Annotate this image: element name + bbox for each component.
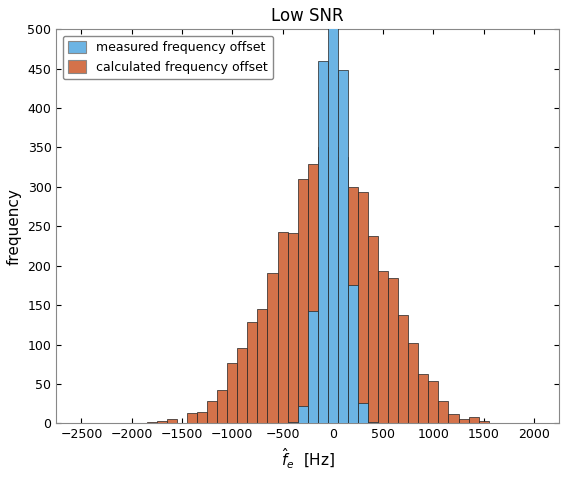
Bar xyxy=(288,422,298,424)
Bar xyxy=(207,401,217,424)
Bar xyxy=(228,363,237,424)
Bar xyxy=(338,70,348,424)
Bar xyxy=(167,419,177,424)
Bar xyxy=(298,406,308,424)
Bar xyxy=(258,309,268,424)
Bar xyxy=(328,0,338,424)
Bar xyxy=(448,414,458,424)
Bar xyxy=(308,311,318,424)
Bar xyxy=(368,236,378,424)
Bar xyxy=(217,390,228,424)
Bar xyxy=(318,61,328,424)
Bar xyxy=(358,403,368,424)
Bar xyxy=(469,417,479,424)
Bar xyxy=(368,422,378,424)
Bar xyxy=(137,423,147,424)
Legend: measured frequency offset, calculated frequency offset: measured frequency offset, calculated fr… xyxy=(63,35,273,79)
Bar xyxy=(277,232,288,424)
Y-axis label: frequency: frequency xyxy=(7,188,22,265)
X-axis label: $\hat{f}_e$  [Hz]: $\hat{f}_e$ [Hz] xyxy=(281,447,335,471)
Bar xyxy=(479,421,488,424)
Bar xyxy=(318,147,328,424)
Bar xyxy=(488,423,499,424)
Bar xyxy=(268,273,277,424)
Bar xyxy=(348,285,358,424)
Bar xyxy=(408,343,418,424)
Bar xyxy=(237,348,247,424)
Bar xyxy=(157,421,167,424)
Bar xyxy=(298,179,308,424)
Bar xyxy=(418,374,428,424)
Bar xyxy=(147,422,157,424)
Title: Low SNR: Low SNR xyxy=(271,7,344,25)
Bar xyxy=(187,413,197,424)
Bar xyxy=(358,192,368,424)
Bar xyxy=(428,381,439,424)
Bar xyxy=(388,278,398,424)
Bar xyxy=(348,187,358,424)
Bar xyxy=(439,401,448,424)
Bar xyxy=(247,322,258,424)
Bar xyxy=(398,315,408,424)
Bar xyxy=(288,233,298,424)
Bar xyxy=(197,413,207,424)
Bar xyxy=(458,419,469,424)
Bar xyxy=(328,173,338,424)
Bar xyxy=(338,157,348,424)
Bar xyxy=(378,271,388,424)
Bar xyxy=(308,164,318,424)
Bar xyxy=(177,423,187,424)
